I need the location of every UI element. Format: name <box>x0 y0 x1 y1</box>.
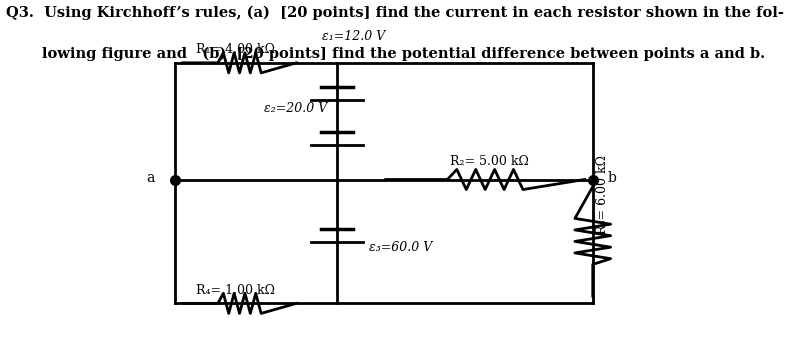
Text: Q3.  Using Kirchhoff’s rules, (a)  [20 points] find the current in each resistor: Q3. Using Kirchhoff’s rules, (a) [20 poi… <box>6 5 783 20</box>
Text: R₄= 1.00 kΩ: R₄= 1.00 kΩ <box>195 284 275 297</box>
Text: ε₁=12.0 V: ε₁=12.0 V <box>321 30 384 43</box>
Text: R₂= 5.00 kΩ: R₂= 5.00 kΩ <box>449 155 528 168</box>
Text: R₃= 6.00 kΩ: R₃= 6.00 kΩ <box>595 155 608 234</box>
Text: a: a <box>146 171 154 185</box>
Text: b: b <box>607 171 616 185</box>
Text: R₁= 4.00 kΩ: R₁= 4.00 kΩ <box>195 43 275 56</box>
Text: ε₃=60.0 V: ε₃=60.0 V <box>369 241 432 254</box>
Text: ε₂=20.0 V: ε₂=20.0 V <box>264 102 327 115</box>
Text: lowing figure and   (b)  [20 points] find the potential difference between point: lowing figure and (b) [20 points] find t… <box>6 47 765 61</box>
